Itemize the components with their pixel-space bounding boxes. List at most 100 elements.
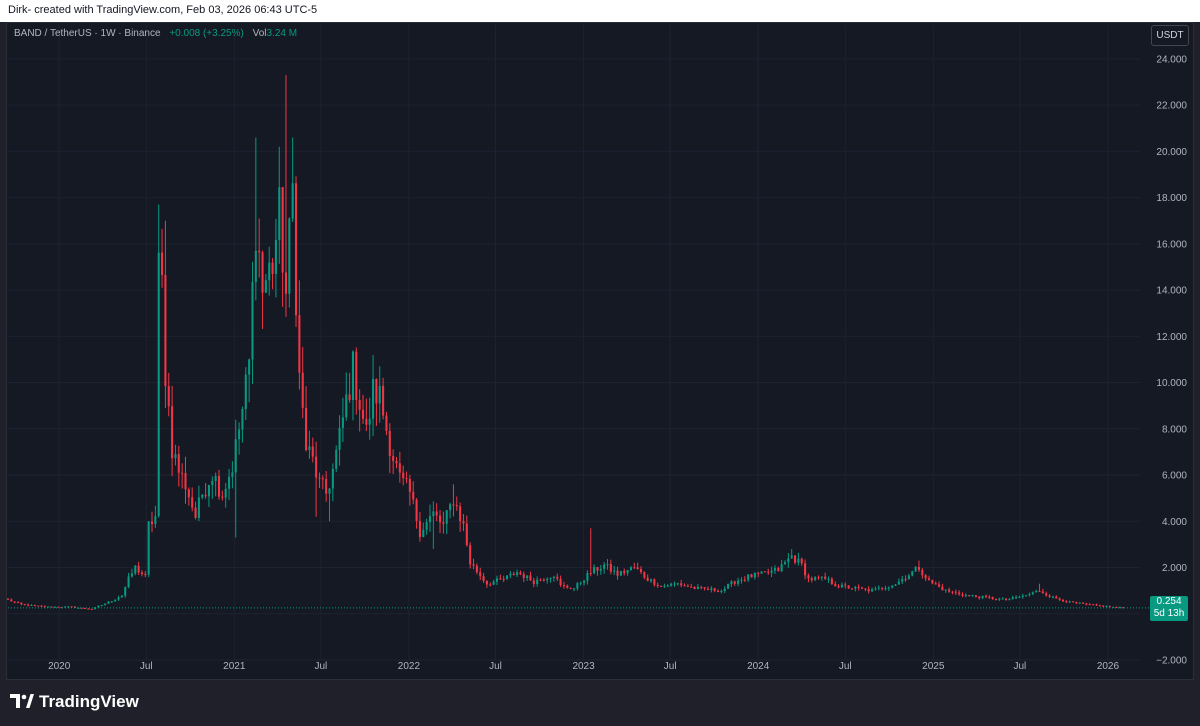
candle [599, 564, 602, 575]
candle [536, 576, 539, 587]
candle-body [184, 472, 187, 490]
grid-lines [8, 25, 1140, 661]
candle-body [318, 477, 321, 479]
candle-body [127, 576, 130, 588]
candle-body [921, 569, 924, 576]
candle-body [10, 599, 13, 602]
candle [80, 607, 83, 609]
candle-body [47, 606, 50, 608]
candle [117, 595, 120, 601]
candle-body [67, 606, 70, 608]
candle [522, 571, 525, 583]
candle [375, 378, 378, 426]
candle [23, 603, 26, 606]
candle [552, 575, 555, 582]
candle [475, 563, 478, 575]
candle [495, 575, 499, 586]
candle [234, 419, 237, 538]
candle [30, 604, 33, 606]
candle [827, 576, 830, 584]
candle [254, 137, 257, 301]
candle-body [87, 608, 90, 610]
candle [1112, 606, 1115, 608]
candle-body [546, 578, 549, 581]
x-tick-label: Jul [839, 661, 852, 672]
candle-body [539, 579, 542, 581]
candle-body [171, 406, 174, 459]
candle-body [124, 587, 127, 596]
candle [569, 587, 572, 590]
candle-body [830, 578, 833, 585]
x-tick-label: Jul [1014, 661, 1027, 672]
candle [663, 583, 666, 589]
candle-body [961, 594, 964, 596]
candle [358, 389, 361, 432]
candle [154, 505, 157, 529]
candle [834, 581, 837, 587]
candle-body [566, 585, 569, 588]
candle-body [619, 570, 622, 576]
candle [549, 577, 552, 583]
candle [944, 589, 947, 593]
candle [1028, 592, 1031, 597]
candle [157, 204, 160, 518]
candle-body [372, 378, 375, 419]
candle-body [904, 579, 907, 581]
candle [17, 601, 20, 604]
candle-body [83, 607, 87, 609]
candle-body [800, 558, 803, 564]
candle [941, 583, 944, 591]
candle [1058, 597, 1061, 601]
candle [666, 584, 669, 587]
candle-body [475, 565, 478, 573]
candle-body [1068, 601, 1071, 603]
candle-body [355, 351, 358, 400]
candle-body [552, 576, 555, 578]
candle [284, 75, 288, 317]
candle [529, 571, 532, 581]
candle [817, 575, 820, 580]
candle-body [917, 566, 920, 570]
candle [459, 502, 462, 532]
x-axis[interactable]: 2020 Jul 2021 Jul 2022 Jul 2023 Jul 2024 Jul 2025 J… [48, 661, 1119, 672]
candle [984, 594, 987, 599]
candle [489, 582, 492, 587]
candle-body [891, 585, 894, 588]
candle-body [1025, 595, 1028, 597]
y-tick-label: 6.000 [1162, 471, 1187, 482]
y-tick-label: 20.000 [1156, 147, 1187, 158]
candle-body [30, 604, 33, 606]
candle-body [740, 579, 743, 581]
y-tick-label: 2.000 [1162, 563, 1187, 574]
candle [181, 463, 184, 489]
candle [308, 430, 311, 459]
candle [184, 456, 187, 504]
candle [191, 487, 194, 512]
candle [204, 483, 207, 499]
candle [857, 584, 860, 591]
candle [998, 597, 1001, 602]
candle-body [231, 472, 234, 477]
candle-body [589, 573, 592, 575]
candle [100, 604, 103, 607]
candle-body [382, 385, 385, 416]
candle [562, 581, 565, 589]
candle-body [519, 572, 522, 575]
candle-body [53, 606, 56, 608]
candle [1085, 602, 1088, 606]
candle-body [351, 351, 354, 401]
candle [696, 584, 699, 590]
candle-body [70, 606, 73, 608]
candle [991, 596, 994, 600]
candle-body [583, 580, 586, 583]
currency-button[interactable]: USDT [1151, 25, 1189, 46]
candle-body [177, 454, 180, 473]
candle-body [884, 588, 887, 590]
candle-body [666, 585, 669, 587]
candle-body [871, 589, 874, 592]
candle [713, 587, 716, 593]
candle [576, 582, 579, 591]
candle [757, 571, 760, 578]
y-axis[interactable]: −2.000 2.000 4.000 6.000 8.000 10.000 12.000 14… [1156, 54, 1187, 666]
